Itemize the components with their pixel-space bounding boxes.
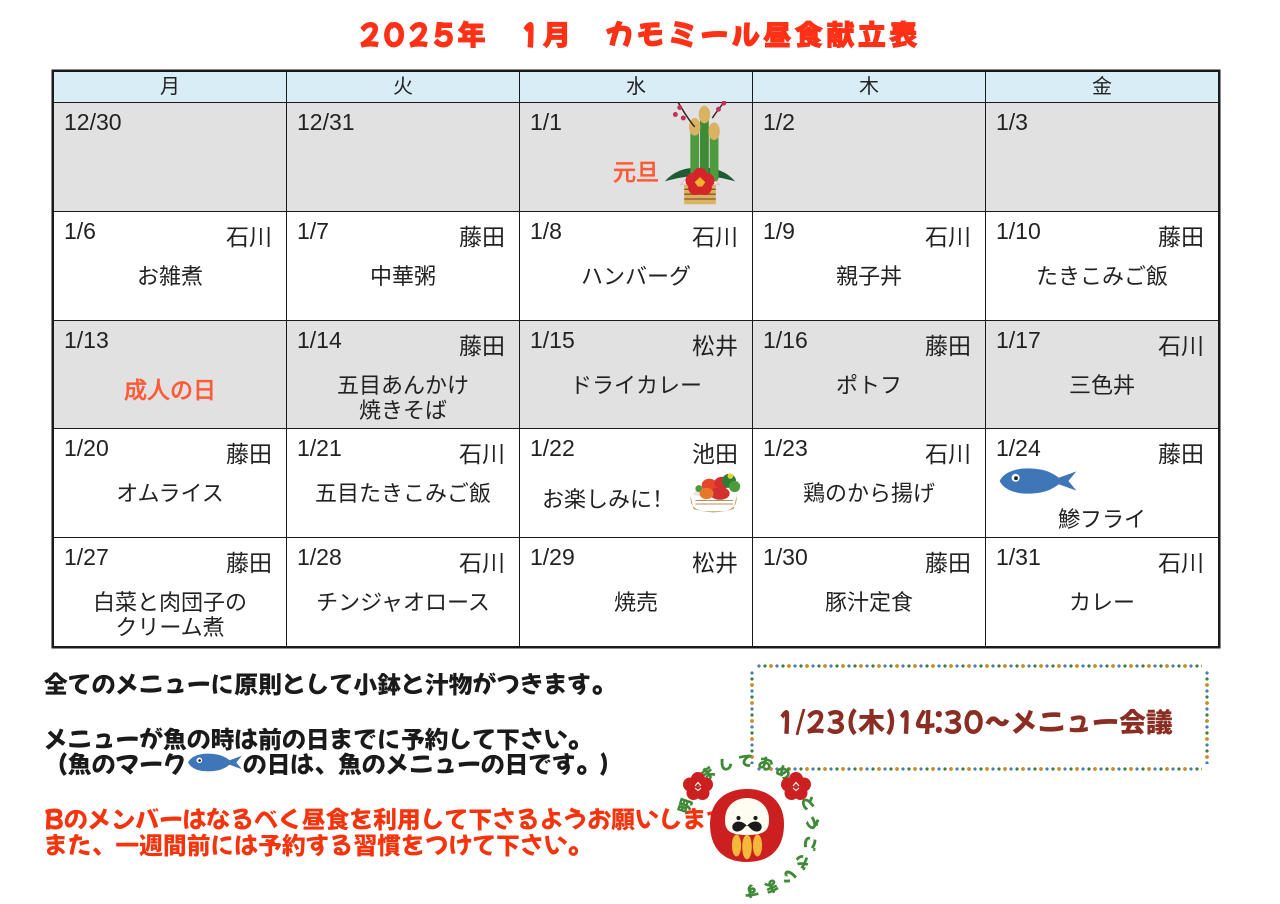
svg-text:お: お	[756, 752, 776, 775]
svg-text:て: て	[739, 751, 753, 771]
svg-text:す: す	[744, 880, 759, 898]
svg-text:ま: ま	[761, 875, 781, 898]
svg-text:し: し	[716, 753, 736, 776]
svg-text:ざ: ざ	[789, 850, 813, 873]
svg-text:う: う	[802, 816, 822, 831]
svg-text:い: い	[776, 864, 800, 889]
svg-text:ご: ご	[798, 834, 821, 854]
